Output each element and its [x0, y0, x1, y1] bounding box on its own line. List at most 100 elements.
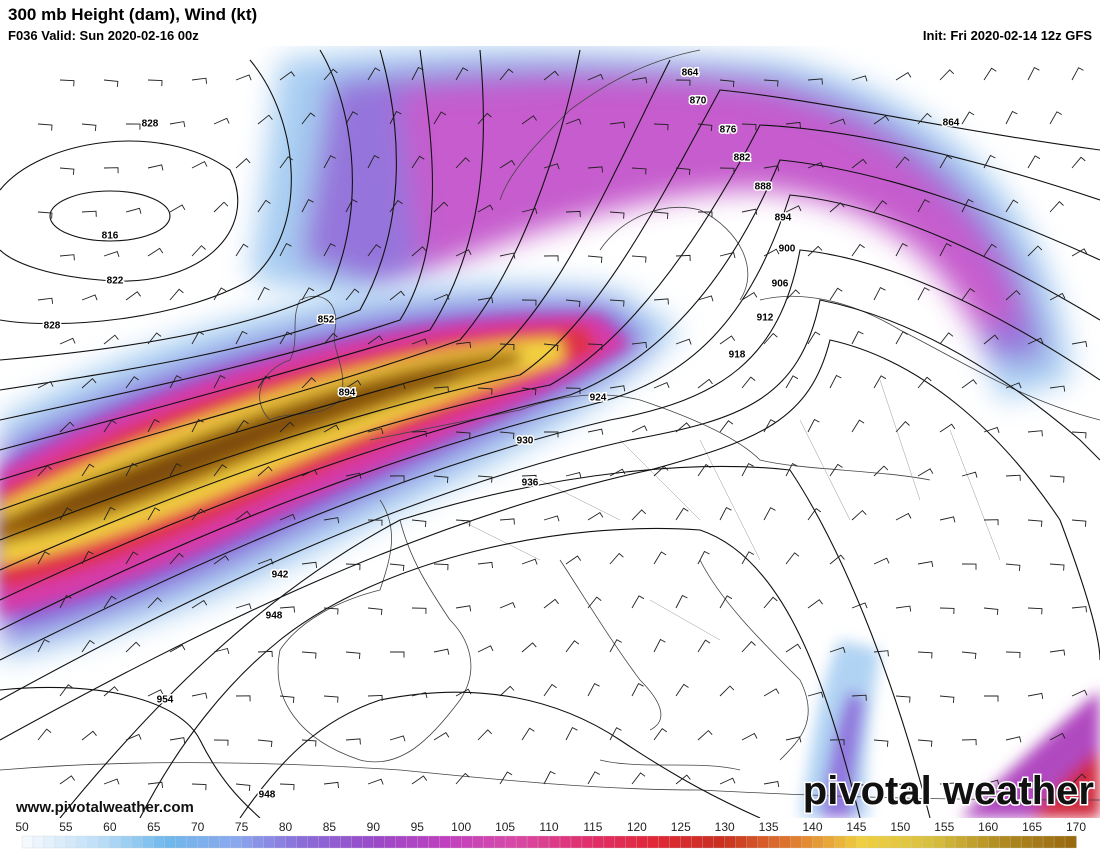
- colorbar-tick-label: 150: [890, 820, 910, 834]
- contour-label: 924: [590, 393, 607, 404]
- colorbar-swatch: [120, 835, 133, 849]
- contour-label: 816: [102, 231, 119, 242]
- wind-barb: [961, 651, 977, 660]
- colorbar-swatch: [1009, 835, 1022, 849]
- wind-barb: [565, 210, 581, 218]
- colorbar-swatch: [812, 835, 825, 849]
- wind-barb: [37, 638, 50, 653]
- wind-barb: [521, 115, 537, 125]
- wind-barb: [873, 557, 890, 565]
- wind-barb: [719, 506, 732, 521]
- wind-barb: [984, 695, 999, 702]
- watermark-brand: pivotal weather: [803, 769, 1094, 813]
- wind-barb: [631, 341, 647, 349]
- wind-barb: [257, 558, 274, 565]
- colorbar-swatch: [153, 835, 166, 849]
- wind-barb: [961, 471, 978, 478]
- colorbar-swatch: [329, 835, 342, 849]
- wind-barb: [565, 555, 582, 565]
- wind-barb: [301, 739, 317, 747]
- colorbar-tick-label: 55: [59, 820, 73, 834]
- wind-barb: [829, 463, 843, 477]
- colorbar-swatch: [636, 835, 649, 849]
- wind-barb: [477, 475, 493, 483]
- colorbar-swatch: [592, 835, 605, 849]
- wind-barb: [609, 727, 622, 741]
- colorbar-tick-label: 170: [1066, 820, 1086, 834]
- wind-barb: [521, 474, 537, 482]
- wind-barb: [653, 298, 669, 305]
- wind-barb: [279, 513, 296, 521]
- wind-barb: [1005, 563, 1021, 571]
- wind-barb: [697, 729, 713, 741]
- wind-barb: [455, 341, 472, 348]
- contour-label: 828: [142, 119, 159, 130]
- wind-barb: [631, 509, 647, 521]
- wind-barb: [125, 123, 141, 130]
- wind-barb: [851, 509, 867, 521]
- wind-barb: [983, 426, 1000, 433]
- colorbar-swatch: [526, 835, 539, 849]
- wind-barb: [411, 775, 428, 785]
- colorbar-swatch: [417, 835, 429, 849]
- wind-barb: [653, 465, 669, 477]
- wind-barb: [169, 644, 186, 653]
- wind-barb: [1049, 385, 1066, 392]
- wind-barb: [1071, 67, 1084, 81]
- wind-barb: [323, 332, 338, 345]
- colorbar-swatch: [274, 835, 287, 849]
- wind-barb: [213, 374, 226, 389]
- wind-barb: [565, 118, 582, 125]
- wind-barb: [719, 595, 733, 609]
- wind-barb: [59, 684, 74, 697]
- wind-barb: [1071, 519, 1087, 527]
- wind-barb: [499, 771, 513, 785]
- wind-barb: [939, 423, 956, 433]
- wind-barb: [785, 643, 802, 653]
- wind-barb: [191, 783, 207, 791]
- wind-barb: [939, 695, 955, 703]
- wind-barb: [411, 607, 427, 614]
- wind-barb: [851, 330, 864, 345]
- wind-barb: [719, 167, 735, 174]
- wind-barb: [785, 121, 801, 129]
- wind-barb: [631, 425, 648, 433]
- wind-barb: [477, 204, 494, 213]
- wind-barb: [1005, 736, 1022, 743]
- wind-barb: [697, 295, 714, 302]
- wind-barb: [719, 777, 736, 785]
- wind-barb: [829, 374, 842, 389]
- wind-barb: [983, 67, 997, 81]
- wind-barb: [983, 519, 999, 526]
- wind-barb: [477, 387, 493, 395]
- wind-barb: [411, 519, 427, 528]
- colorbar-swatch: [998, 835, 1011, 849]
- wind-barb: [301, 561, 318, 568]
- colorbar-swatch: [1053, 835, 1066, 849]
- colorbar-swatch: [362, 835, 374, 849]
- wind-barb: [235, 158, 251, 169]
- wind-barb: [609, 385, 626, 392]
- wind-barb: [191, 508, 206, 521]
- colorbar-swatch: [197, 835, 210, 849]
- wind-barb: [543, 515, 560, 522]
- colorbar-tick-label: 50: [15, 820, 29, 834]
- wind-barb: [631, 682, 644, 697]
- wind-barb: [103, 686, 119, 697]
- wind-barb: [147, 418, 160, 433]
- wind-barb: [367, 244, 382, 257]
- wind-barb: [851, 158, 867, 169]
- contour-label: 900: [779, 244, 796, 255]
- wind-barb: [587, 343, 603, 351]
- wind-barb: [367, 694, 383, 702]
- colorbar-swatch: [889, 835, 901, 849]
- colorbar-tick-label: 60: [103, 820, 117, 834]
- wind-barb: [631, 77, 648, 84]
- colorbar-swatch: [746, 835, 759, 849]
- wind-barb: [345, 563, 361, 571]
- wind-barb: [807, 691, 824, 698]
- wind-barb: [983, 779, 1000, 786]
- wind-barb: [499, 343, 515, 351]
- colorbar-swatch: [318, 835, 331, 849]
